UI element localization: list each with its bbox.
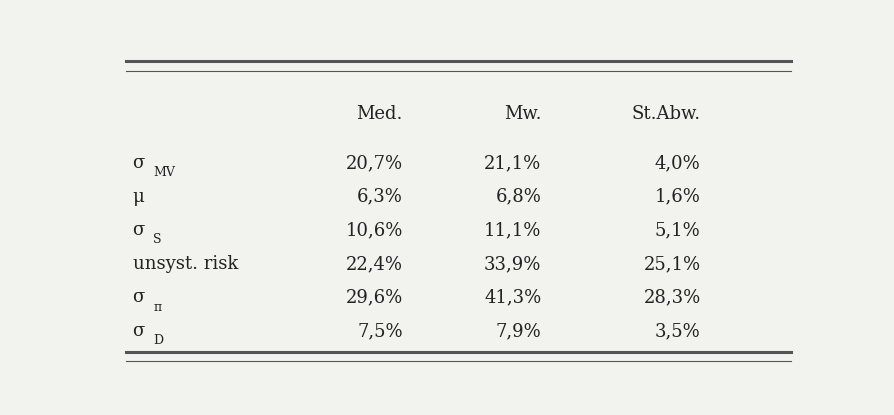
Text: D: D: [154, 334, 164, 347]
Text: σ: σ: [132, 221, 145, 239]
Text: σ: σ: [132, 322, 145, 340]
Text: σ: σ: [132, 288, 145, 306]
Text: S: S: [154, 233, 162, 247]
Text: σ: σ: [132, 154, 145, 172]
Text: 6,8%: 6,8%: [495, 188, 542, 206]
Text: 4,0%: 4,0%: [655, 154, 701, 172]
Text: 29,6%: 29,6%: [345, 288, 402, 306]
Text: 7,9%: 7,9%: [495, 322, 542, 340]
Text: 7,5%: 7,5%: [357, 322, 402, 340]
Text: 11,1%: 11,1%: [484, 221, 542, 239]
Text: 28,3%: 28,3%: [644, 288, 701, 306]
Text: 33,9%: 33,9%: [484, 255, 542, 273]
Text: 20,7%: 20,7%: [346, 154, 402, 172]
Text: μ: μ: [132, 188, 144, 206]
Text: 21,1%: 21,1%: [484, 154, 542, 172]
Text: 41,3%: 41,3%: [484, 288, 542, 306]
Text: Mw.: Mw.: [504, 105, 542, 123]
Text: 22,4%: 22,4%: [346, 255, 402, 273]
Text: 25,1%: 25,1%: [644, 255, 701, 273]
Text: St.Abw.: St.Abw.: [631, 105, 701, 123]
Text: 3,5%: 3,5%: [655, 322, 701, 340]
Text: MV: MV: [154, 166, 175, 179]
Text: 1,6%: 1,6%: [654, 188, 701, 206]
Text: Med.: Med.: [357, 105, 402, 123]
Text: 10,6%: 10,6%: [345, 221, 402, 239]
Text: 6,3%: 6,3%: [357, 188, 402, 206]
Text: π: π: [154, 300, 162, 314]
Text: unsyst. risk: unsyst. risk: [132, 255, 238, 273]
Text: 5,1%: 5,1%: [655, 221, 701, 239]
